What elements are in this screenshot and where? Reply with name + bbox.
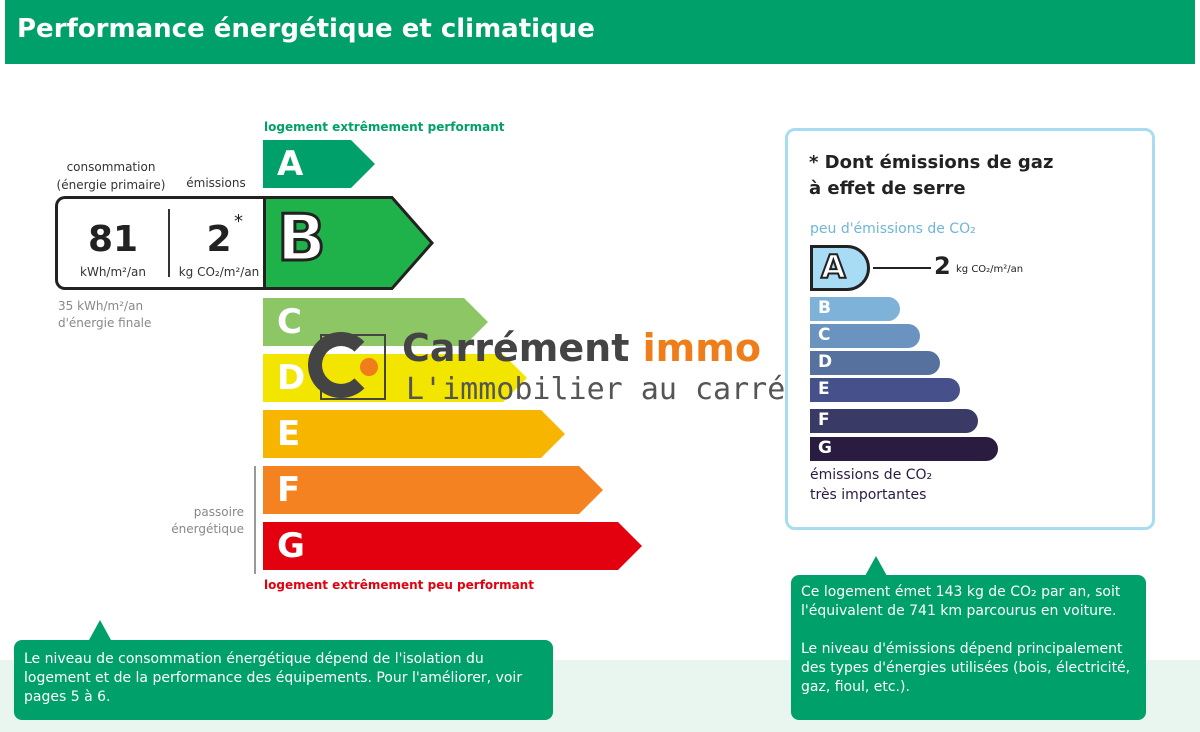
energy-top-label: logement extrêmement performant <box>264 120 505 134</box>
energy-bottom-label: logement extrêmement peu performant <box>264 578 534 592</box>
energy-class-letter: G <box>277 526 305 566</box>
ghg-class-letter: B <box>818 298 831 318</box>
ghg-bottom-line: très importantes <box>810 487 927 503</box>
energy-class-letter: C <box>277 302 302 342</box>
consumption-label-line: (énergie primaire) <box>56 178 166 192</box>
logo-brand-2: immo <box>642 326 761 370</box>
right-callout-text-2: Le niveau d'émissions dépend principalem… <box>801 641 1131 695</box>
ghg-class-b: B <box>810 297 900 321</box>
consumption-unit: kWh/m²/an <box>80 265 146 279</box>
ghg-class-g: G <box>810 437 998 461</box>
page-title: Performance énergétique et climatique <box>17 14 595 44</box>
energy-class-letter: E <box>277 414 301 454</box>
emissions-label: émissions <box>186 176 246 190</box>
ghg-class-letter: C <box>818 325 831 345</box>
energy-class-letter: D <box>277 358 306 398</box>
emissions-star: * <box>234 211 243 232</box>
values-divider <box>168 209 170 277</box>
right-callout-text-1: Ce logement émet 143 kg de CO₂ par an, s… <box>801 584 1121 619</box>
emissions-value: 2 <box>206 219 232 260</box>
ghg-class-letter: G <box>818 438 832 458</box>
logo-tagline: L'immobilier au carré <box>406 372 786 407</box>
ghg-top-label: peu d'émissions de CO₂ <box>810 221 976 237</box>
ghg-title: * Dont émissions de gaz à effet de serre <box>809 150 1053 202</box>
current-values-box: 81 kWh/m²/an 2 * kg CO₂/m²/an <box>55 196 267 290</box>
ghg-class-c: C <box>810 324 920 348</box>
ghg-title-line: à effet de serre <box>809 178 966 199</box>
logo-dot <box>360 358 378 376</box>
header-bar: Performance énergétique et climatique <box>5 0 1195 64</box>
ghg-class-a: A <box>810 245 870 291</box>
energy-class-letter: F <box>277 470 301 510</box>
final-energy-line: d'énergie finale <box>58 316 152 330</box>
right-callout-pointer <box>865 556 887 576</box>
ghg-class-d: D <box>810 351 940 375</box>
left-callout: Le niveau de consommation énergétique dé… <box>14 640 553 720</box>
logo-brand-1: Carrément <box>402 326 630 370</box>
emissions-unit: kg CO₂/m²/an <box>178 265 260 279</box>
logo-mark <box>308 332 386 400</box>
passoire-line: passoire <box>193 505 244 519</box>
passoire-line: énergétique <box>171 522 244 536</box>
energy-class-letter: A <box>277 144 304 184</box>
passoire-label: passoire énergétique <box>160 504 244 538</box>
energy-class-letter: B <box>276 201 328 278</box>
ghg-title-line: * Dont émissions de gaz <box>809 152 1054 173</box>
ghg-class-letter: F <box>818 410 830 430</box>
ghg-pointer-line <box>873 267 931 269</box>
passoire-divider <box>254 466 256 574</box>
final-energy-line: 35 kWh/m²/an <box>58 299 144 313</box>
ghg-class-f: F <box>810 409 978 433</box>
consumption-label-line: consommation <box>66 160 156 174</box>
ghg-bottom-line: émissions de CO₂ <box>810 467 933 483</box>
ghg-class-e: E <box>810 378 960 402</box>
logo-brand: Carrément immo <box>402 326 761 370</box>
left-callout-pointer <box>89 620 111 640</box>
ghg-bottom-label: émissions de CO₂ très importantes <box>810 465 932 505</box>
ghg-panel <box>785 128 1155 530</box>
ghg-class-letter: E <box>818 379 830 399</box>
final-energy-note: 35 kWh/m²/an d'énergie finale <box>58 298 151 332</box>
consumption-label: consommation (énergie primaire) <box>55 158 167 194</box>
right-callout: Ce logement émet 143 kg de CO₂ par an, s… <box>791 575 1146 720</box>
consumption-value: 81 <box>87 219 139 260</box>
ghg-unit: kg CO₂/m²/an <box>956 264 1024 275</box>
ghg-class-letter: D <box>818 352 833 372</box>
ghg-class-letter: A <box>820 247 847 287</box>
ghg-value: 2 <box>934 252 951 280</box>
